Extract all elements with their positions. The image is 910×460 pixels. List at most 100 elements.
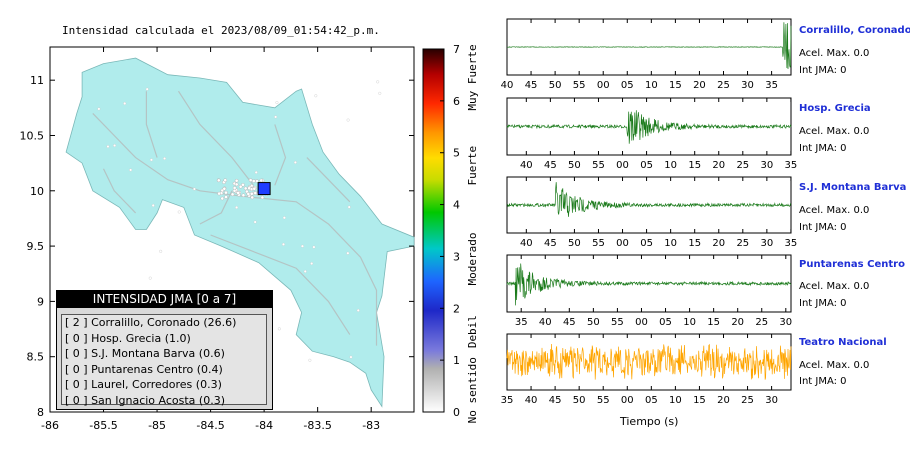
station-name: Teatro Nacional	[799, 337, 887, 348]
station-marker	[230, 192, 235, 197]
station-marker	[220, 196, 225, 201]
station-name: Corralillo, Coronado	[799, 25, 910, 36]
waveform-tick-label: 05	[621, 80, 634, 91]
legend-list: [ 2 ] Corralillo, Coronado (26.6) [ 0 ] …	[61, 314, 267, 407]
station-marker	[312, 245, 316, 249]
x-axis-label: Tiempo (s)	[620, 415, 679, 428]
waveform-tick-label: 55	[611, 317, 624, 328]
station-marker	[308, 358, 312, 362]
waveform-panel: 35 40 45 50 55 00 05 10 15 20 25 30	[506, 254, 792, 328]
waveform-tick-label: 15	[688, 238, 701, 249]
waveform-trace	[506, 263, 792, 306]
road-line	[306, 157, 351, 203]
waveform-tick-label: 30	[779, 317, 792, 328]
road-line	[177, 90, 254, 186]
station-marker	[376, 80, 380, 84]
station-marker	[356, 308, 360, 312]
waveform-tick-label: 50	[549, 80, 562, 91]
waveform-tick-label: 10	[683, 317, 696, 328]
station-marker	[378, 91, 382, 95]
waveform-tick-label: 55	[592, 238, 605, 249]
station-marker	[250, 195, 255, 200]
road-line	[199, 190, 233, 225]
waveform-tick-label: 05	[640, 160, 653, 171]
waveform-trace	[506, 343, 792, 380]
colorbar-category-label: Moderado	[466, 233, 479, 286]
station-marker	[217, 191, 221, 196]
station-marker	[303, 269, 307, 273]
station-name: S.J. Montana Barva	[799, 182, 907, 193]
legend-row: [ 0 ] Hosp. Grecia (1.0)	[65, 331, 191, 345]
legend-row: [ 0 ] S.J. Montana Barva (0.6)	[65, 347, 225, 360]
station-marker	[106, 145, 110, 148]
waveform-tick-label: 20	[693, 80, 706, 91]
waveform-tick-label: 35	[785, 238, 798, 249]
waveform-tick-label: 00	[597, 80, 610, 91]
station-marker	[151, 203, 155, 207]
station-marker	[277, 327, 281, 331]
station-jma: Int JMA: 0	[799, 298, 847, 309]
station-marker	[192, 187, 196, 191]
waveform-tick-label: 45	[544, 238, 557, 249]
station-marker	[97, 107, 101, 111]
station-marker	[234, 182, 239, 187]
station-marker	[253, 191, 258, 195]
waveform-tick-label: 25	[755, 317, 768, 328]
waveform-tick-label: 05	[640, 238, 653, 249]
waveform-tick-label: 40	[525, 395, 538, 406]
waveform-tick-label: 20	[712, 160, 725, 171]
waveform-panel: 40 45 50 55 00 05 10 15 20 25 30 35	[506, 176, 798, 249]
colorbar-tick-label: 1	[453, 354, 460, 367]
waveform-tick-label: 20	[731, 317, 744, 328]
station-name: Puntarenas Centro	[799, 259, 905, 270]
waveform-panel: 35 40 45 50 55 00 05 10 15 20 25 30	[501, 333, 792, 406]
waveform-tick-label: 15	[693, 395, 706, 406]
station-marker	[145, 87, 149, 91]
x-tick-label: -83.5	[303, 419, 331, 432]
station-marker	[282, 242, 285, 246]
waveform-tick-label: 25	[741, 395, 754, 406]
colorbar: 0 1 2 3 4 5 6 7 No sentido Debil Moderado Fuerte Muy…	[422, 43, 479, 423]
station-accel: Acel. Max. 0.0	[799, 360, 870, 371]
station-marker	[235, 206, 239, 209]
station-marker	[224, 190, 228, 195]
station-marker	[349, 355, 353, 359]
waveform-panel: 40 45 50 55 00 05 10 15 20 25 30 35	[506, 97, 797, 171]
waveform-tick-label: 10	[645, 80, 658, 91]
station-marker	[253, 220, 257, 224]
y-tick-label: 9	[37, 295, 44, 308]
waveform-tick-label: 00	[635, 317, 648, 328]
station-marker	[247, 186, 251, 191]
station-accel: Acel. Max. 0.0	[799, 281, 870, 292]
x-tick-label: -84	[255, 419, 273, 432]
legend-row: [ 0 ] Laurel, Corredores (0.3)	[65, 378, 222, 391]
station-marker	[163, 157, 167, 160]
y-tick-label: 11	[30, 74, 44, 87]
colorbar-category-label: No sentido	[466, 357, 479, 423]
x-tick-label: -85.5	[89, 419, 117, 432]
colorbar-tick-label: 4	[453, 199, 460, 212]
waveform-tick-label: 40	[520, 160, 533, 171]
station-marker	[241, 183, 245, 187]
waveform-tick-label: 45	[549, 395, 562, 406]
colorbar-tick-label: 5	[453, 147, 460, 160]
waveform-tick-label: 25	[736, 238, 749, 249]
colorbar-tick-label: 0	[453, 406, 460, 419]
waveform-tick-label: 50	[587, 317, 600, 328]
station-accel: Acel. Max. 0.0	[799, 48, 870, 59]
waveform-tick-label: 00	[616, 238, 629, 249]
waveform-tick-label: 15	[688, 160, 701, 171]
map-title: Intensidad calculada el 2023/08/09_01:54…	[62, 24, 380, 37]
road-line	[274, 124, 287, 186]
waveform-trace	[506, 110, 792, 144]
station-marker	[243, 186, 248, 191]
station-accel: Acel. Max. 0.0	[799, 205, 870, 216]
station-accel: Acel. Max. 0.0	[799, 126, 870, 137]
waveform-tick-label: 40	[501, 80, 514, 91]
station-marker	[346, 251, 350, 255]
waveform-tick-label: 35	[501, 395, 514, 406]
station-marker	[216, 178, 221, 183]
x-tick-label: -85	[148, 419, 166, 432]
station-jma: Int JMA: 0	[799, 143, 847, 154]
